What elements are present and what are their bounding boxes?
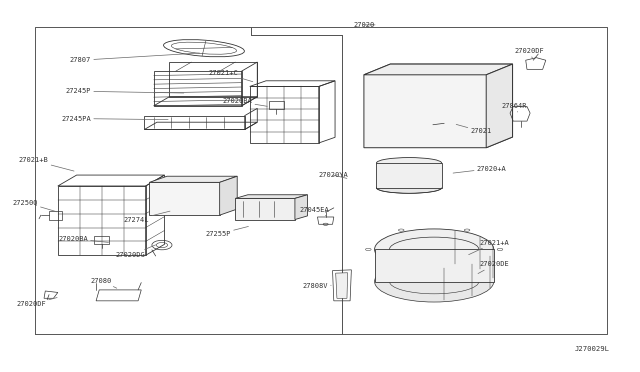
Text: 27274L: 27274L — [124, 211, 170, 222]
Text: 27245PA: 27245PA — [61, 116, 168, 122]
Polygon shape — [295, 195, 307, 219]
Text: 27864R: 27864R — [502, 103, 527, 112]
Text: 27020DG: 27020DG — [116, 245, 156, 258]
Ellipse shape — [381, 79, 479, 137]
Text: 27020DF: 27020DF — [515, 48, 544, 59]
Ellipse shape — [374, 261, 493, 302]
Polygon shape — [364, 64, 513, 75]
Text: 27255P: 27255P — [205, 227, 248, 237]
Polygon shape — [236, 198, 295, 219]
Polygon shape — [149, 176, 237, 182]
Text: 27020+A: 27020+A — [453, 166, 506, 173]
Text: 27080: 27080 — [90, 278, 116, 288]
Text: 27807: 27807 — [70, 53, 200, 63]
Polygon shape — [486, 64, 513, 148]
Polygon shape — [374, 250, 493, 282]
Polygon shape — [236, 195, 307, 198]
Ellipse shape — [374, 229, 493, 270]
Text: J270029L: J270029L — [575, 346, 610, 352]
Text: 27020BA: 27020BA — [58, 236, 109, 243]
Polygon shape — [376, 163, 442, 188]
Polygon shape — [149, 182, 220, 215]
Ellipse shape — [376, 158, 442, 169]
Text: 27020YA: 27020YA — [318, 172, 348, 179]
Text: 27245P: 27245P — [65, 88, 184, 94]
Text: 27020DF: 27020DF — [16, 298, 57, 308]
Text: 27021+B: 27021+B — [19, 157, 74, 171]
Text: 27020BA: 27020BA — [223, 99, 267, 106]
Text: 27045EA: 27045EA — [300, 207, 329, 216]
Ellipse shape — [376, 182, 442, 193]
Text: 27021+A: 27021+A — [468, 240, 509, 255]
Polygon shape — [220, 176, 237, 215]
Text: 27021+C: 27021+C — [209, 70, 253, 82]
Text: 27020DE: 27020DE — [478, 262, 509, 273]
Polygon shape — [336, 273, 348, 298]
Text: 27250Q: 27250Q — [12, 199, 57, 212]
Text: 27808V: 27808V — [303, 283, 331, 289]
Text: 27020: 27020 — [353, 22, 375, 28]
Polygon shape — [364, 64, 513, 148]
Text: 27021: 27021 — [456, 124, 492, 134]
